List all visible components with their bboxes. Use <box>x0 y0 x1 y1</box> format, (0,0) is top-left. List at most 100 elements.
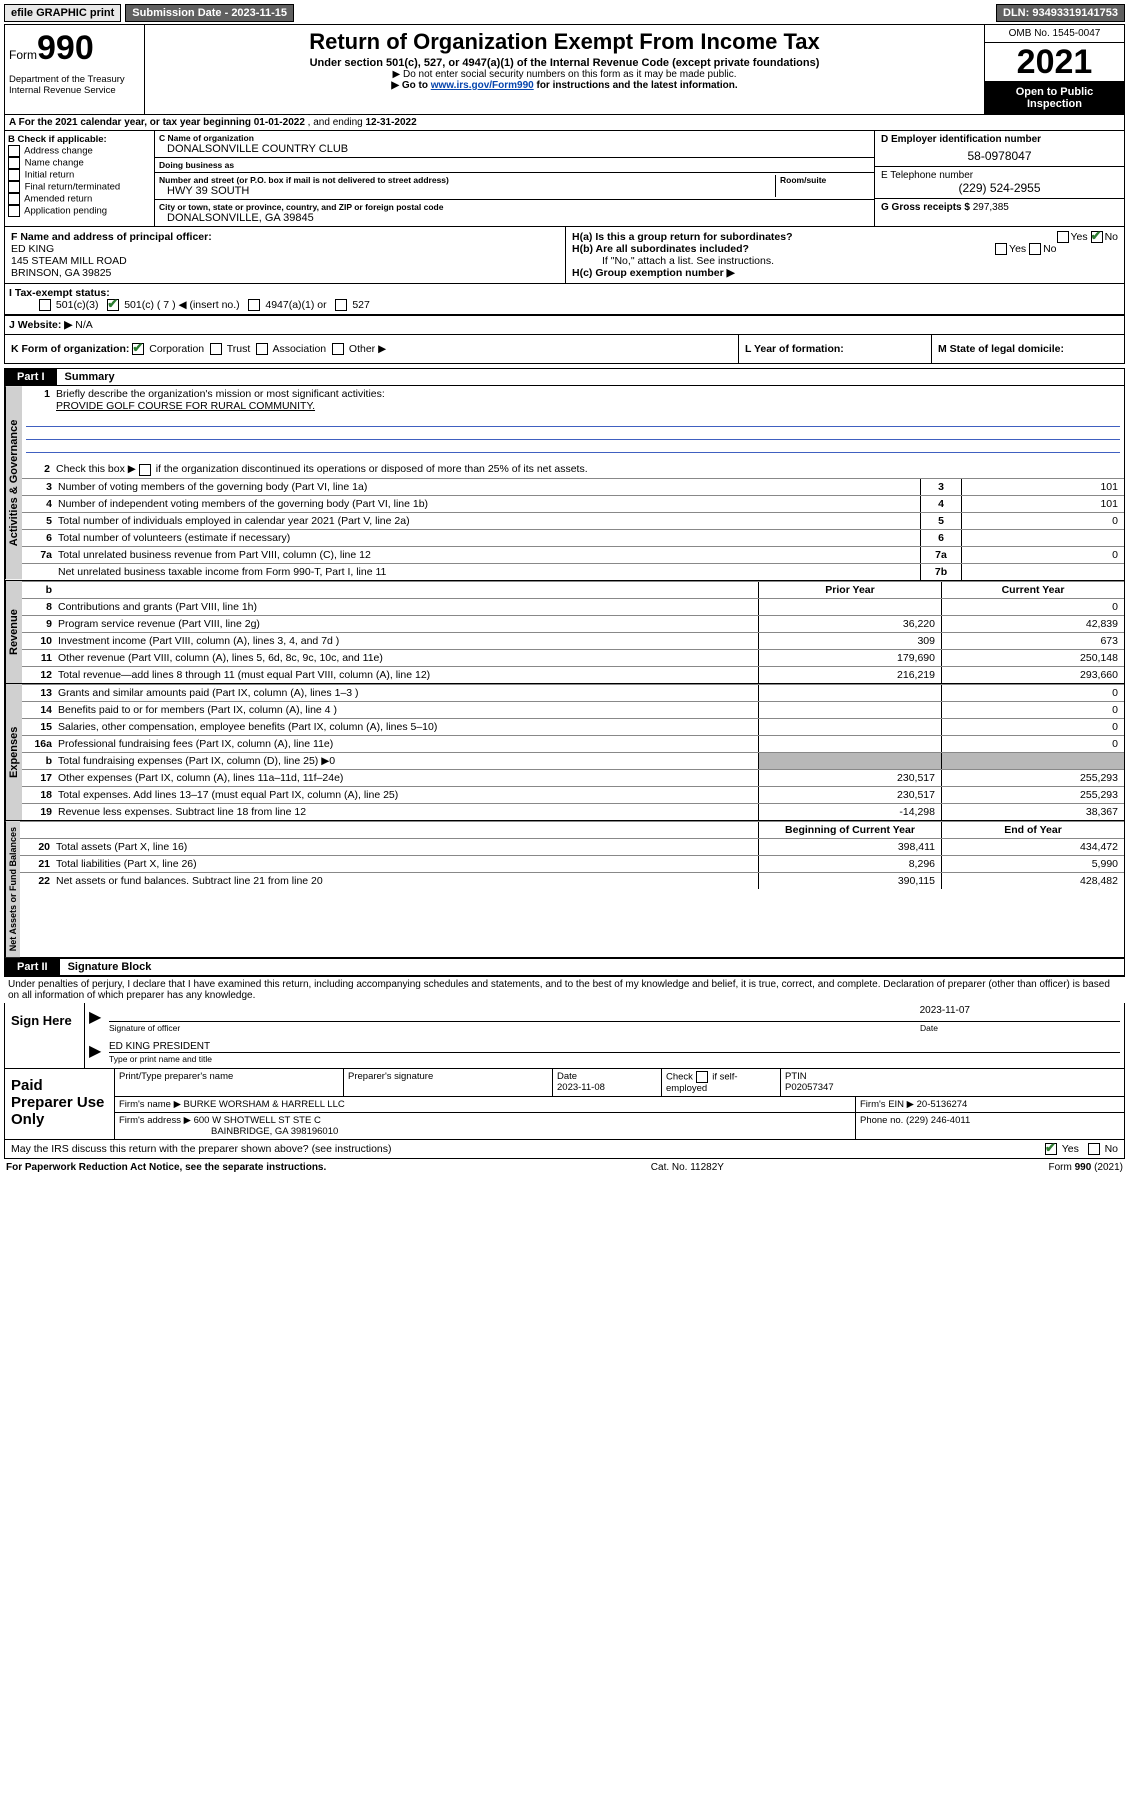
table-row: 11Other revenue (Part VIII, column (A), … <box>22 649 1124 666</box>
part-1-label: Part I <box>5 369 57 385</box>
row-k-label: K Form of organization: <box>11 343 129 355</box>
table-row: 9Program service revenue (Part VIII, lin… <box>22 615 1124 632</box>
checkbox-ha-yes[interactable] <box>1057 231 1069 243</box>
section-f-label: F Name and address of principal officer: <box>11 231 559 243</box>
table-row: 18Total expenses. Add lines 13–17 (must … <box>22 786 1124 803</box>
checkbox-corporation[interactable] <box>132 343 144 355</box>
opt-trust: Trust <box>227 343 251 355</box>
checkbox-ha-no[interactable] <box>1091 231 1103 243</box>
f-h-block: F Name and address of principal officer:… <box>4 227 1125 284</box>
ruled-line <box>26 414 1120 427</box>
checkbox-association[interactable] <box>256 343 268 355</box>
opt-name-change: Name change <box>25 158 84 169</box>
row-a: A For the 2021 calendar year, or tax yea… <box>4 115 1125 131</box>
q2-post: if the organization discontinued its ope… <box>153 463 588 475</box>
checkbox-initial-return[interactable] <box>8 169 20 181</box>
footer-left: For Paperwork Reduction Act Notice, see … <box>6 1162 326 1173</box>
checkbox-name-change[interactable] <box>8 157 20 169</box>
paid-preparer-label: Paid Preparer Use Only <box>5 1069 115 1139</box>
opt-corporation: Corporation <box>149 343 204 355</box>
officer-addr1: 145 STEAM MILL ROAD <box>11 255 559 267</box>
checkbox-trust[interactable] <box>210 343 222 355</box>
opt-501c3: 501(c)(3) <box>56 299 99 311</box>
gross-value: 297,385 <box>973 202 1009 213</box>
row-a-prefix: A For the 2021 calendar year, or tax yea… <box>9 117 254 128</box>
checkbox-hb-no[interactable] <box>1029 243 1041 255</box>
note2-pre: ▶ Go to <box>391 80 430 91</box>
prep-col-date-label: Date <box>557 1071 577 1082</box>
discuss-text: May the IRS discuss this return with the… <box>11 1143 392 1155</box>
footer-right-post: (2021) <box>1091 1162 1123 1173</box>
prep-col-name: Print/Type preparer's name <box>115 1069 344 1096</box>
row-m-label: M State of legal domicile: <box>938 343 1064 355</box>
submission-date-box: Submission Date - 2023-11-15 <box>125 4 294 22</box>
part-2-header: Part II Signature Block <box>4 958 1125 976</box>
opt-amended-return: Amended return <box>24 194 92 205</box>
row-j: J Website: ▶ N/A <box>4 316 1125 335</box>
omb-number: OMB No. 1545-0047 <box>985 25 1124 43</box>
checkbox-discuss-no[interactable] <box>1088 1143 1100 1155</box>
form-note1: ▶ Do not enter social security numbers o… <box>153 69 976 80</box>
begin-year-label: Beginning of Current Year <box>758 822 941 838</box>
row-l-label: L Year of formation: <box>745 343 844 355</box>
city-label: City or town, state or province, country… <box>159 202 870 212</box>
row-i-j: I Tax-exempt status: 501(c)(3) 501(c) ( … <box>4 284 1125 316</box>
checkbox-hb-yes[interactable] <box>995 243 1007 255</box>
checkbox-final-return[interactable] <box>8 181 20 193</box>
checkbox-4947[interactable] <box>248 299 260 311</box>
city-value: DONALSONVILLE, GA 39845 <box>159 212 870 224</box>
prep-col-sig: Preparer's signature <box>344 1069 553 1096</box>
discuss-row: May the IRS discuss this return with the… <box>4 1140 1125 1159</box>
vtab-governance: Activities & Governance <box>5 386 22 579</box>
checkbox-address-change[interactable] <box>8 145 20 157</box>
footer-mid: Cat. No. 11282Y <box>651 1162 724 1173</box>
checkbox-501c[interactable] <box>107 299 119 311</box>
form-header: Form990 Department of the Treasury Inter… <box>4 24 1125 115</box>
phone-value: (229) 524-2955 <box>881 181 1118 195</box>
form-prefix: Form <box>9 48 37 62</box>
firm-ein-label: Firm's EIN ▶ <box>860 1099 914 1110</box>
h-b-note: If "No," attach a list. See instructions… <box>572 255 1118 267</box>
opt-other: Other ▶ <box>349 343 386 355</box>
table-row: 22Net assets or fund balances. Subtract … <box>20 872 1124 889</box>
expenses-section: Expenses 13Grants and similar amounts pa… <box>4 684 1125 821</box>
prep-check-label: Check <box>666 1071 693 1082</box>
phone-label: E Telephone number <box>881 170 1118 181</box>
q1-label: Briefly describe the organization's miss… <box>56 388 385 400</box>
table-row: 19Revenue less expenses. Subtract line 1… <box>22 803 1124 820</box>
dba-label: Doing business as <box>159 160 870 170</box>
checkbox-application-pending[interactable] <box>8 205 20 217</box>
table-row: 17Other expenses (Part IX, column (A), l… <box>22 769 1124 786</box>
org-name: DONALSONVILLE COUNTRY CLUB <box>159 143 870 155</box>
ein-label: D Employer identification number <box>881 134 1118 145</box>
note2-post: for instructions and the latest informat… <box>534 80 738 91</box>
dual-header-net: Beginning of Current Year End of Year <box>20 821 1124 838</box>
sig-officer-label: Signature of officer <box>109 1022 920 1033</box>
firm-phone-value: (229) 246-4011 <box>906 1115 970 1126</box>
table-row: 15Salaries, other compensation, employee… <box>22 718 1124 735</box>
checkbox-501c3[interactable] <box>39 299 51 311</box>
street-value: HWY 39 SOUTH <box>159 185 775 197</box>
top-bar: efile GRAPHIC print Submission Date - 20… <box>4 4 1125 22</box>
checkbox-amended-return[interactable] <box>8 193 20 205</box>
summary-row: 3Number of voting members of the governi… <box>22 478 1124 495</box>
checkbox-q2[interactable] <box>139 464 151 476</box>
prep-date-value: 2023-11-08 <box>557 1082 605 1093</box>
printed-name-label: Type or print name and title <box>109 1053 212 1064</box>
checkbox-discuss-yes[interactable] <box>1045 1143 1057 1155</box>
sig-date-value: 2023-11-07 <box>109 1005 1120 1016</box>
checkbox-self-employed[interactable] <box>696 1071 708 1083</box>
firm-addr2-value: BAINBRIDGE, GA 398196010 <box>119 1126 338 1137</box>
checkbox-other[interactable] <box>332 343 344 355</box>
discuss-no: No <box>1105 1143 1118 1155</box>
gross-label: G Gross receipts $ <box>881 202 973 213</box>
tax-year-begin: 01-01-2022 <box>254 117 305 128</box>
org-name-label: C Name of organization <box>159 133 870 143</box>
form990-link[interactable]: www.irs.gov/Form990 <box>431 80 534 91</box>
vtab-revenue: Revenue <box>5 581 22 683</box>
end-year-label: End of Year <box>941 822 1124 838</box>
part-2-title: Signature Block <box>60 959 160 975</box>
efile-button[interactable]: efile GRAPHIC print <box>4 4 121 22</box>
checkbox-527[interactable] <box>335 299 347 311</box>
sign-here-block: Sign Here ▶ Signature of officer Date 20… <box>4 1003 1125 1069</box>
